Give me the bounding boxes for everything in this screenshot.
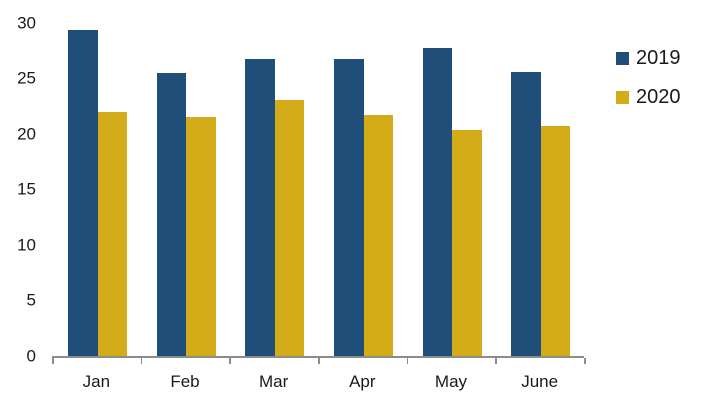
bar-2020-apr: [363, 114, 393, 356]
legend: 2019 2020: [616, 47, 681, 109]
x-axis-label-feb: Feb: [170, 372, 200, 391]
bar-2019-apr: [334, 59, 364, 356]
x-axis-tick: [584, 357, 586, 364]
legend-item-2020: 2020: [616, 86, 681, 109]
bar-2019-mar: [245, 59, 275, 356]
x-axis-label-jan: Jan: [82, 372, 111, 391]
bar-2020-june: [540, 126, 571, 356]
x-axis-tick: [140, 357, 143, 364]
legend-label-2019: 2019: [636, 47, 681, 69]
y-axis-tick-label-0: 0: [26, 346, 36, 366]
bar-2019-june: [511, 71, 541, 356]
x-axis-label-apr: Apr: [349, 372, 376, 391]
bar-2019-jan: [68, 30, 98, 356]
bar-2019-may: [422, 48, 453, 356]
y-axis-tick-label-5: 5: [26, 290, 36, 310]
y-axis-tick-label-20: 20: [17, 124, 36, 144]
bar-2020-mar: [274, 100, 305, 356]
x-axis-label-june: June: [521, 372, 559, 391]
x-axis-tick: [495, 357, 497, 364]
x-axis-label-may: May: [434, 372, 468, 391]
bar-2020-jan: [97, 111, 127, 356]
x-axis-tick: [406, 357, 409, 364]
x-axis-line: [52, 356, 584, 358]
bar-2020-feb: [186, 117, 216, 356]
x-axis-tick: [229, 357, 231, 364]
bar-2020-may: [452, 130, 482, 356]
y-axis-tick-label-25: 25: [17, 68, 36, 88]
legend-item-2019: 2019: [616, 47, 681, 70]
y-axis-tick-label-10: 10: [17, 235, 36, 255]
x-axis-tick: [52, 357, 54, 364]
legend-label-2020: 2020: [636, 86, 681, 108]
x-axis-label-mar: Mar: [259, 372, 289, 391]
legend-swatch-2019: [616, 52, 629, 65]
x-axis-tick: [318, 357, 320, 364]
y-axis-tick-label-30: 30: [17, 13, 36, 33]
bar-2019-feb: [156, 72, 187, 356]
legend-swatch-2020: [616, 91, 629, 104]
y-axis-tick-label-15: 15: [17, 179, 36, 199]
